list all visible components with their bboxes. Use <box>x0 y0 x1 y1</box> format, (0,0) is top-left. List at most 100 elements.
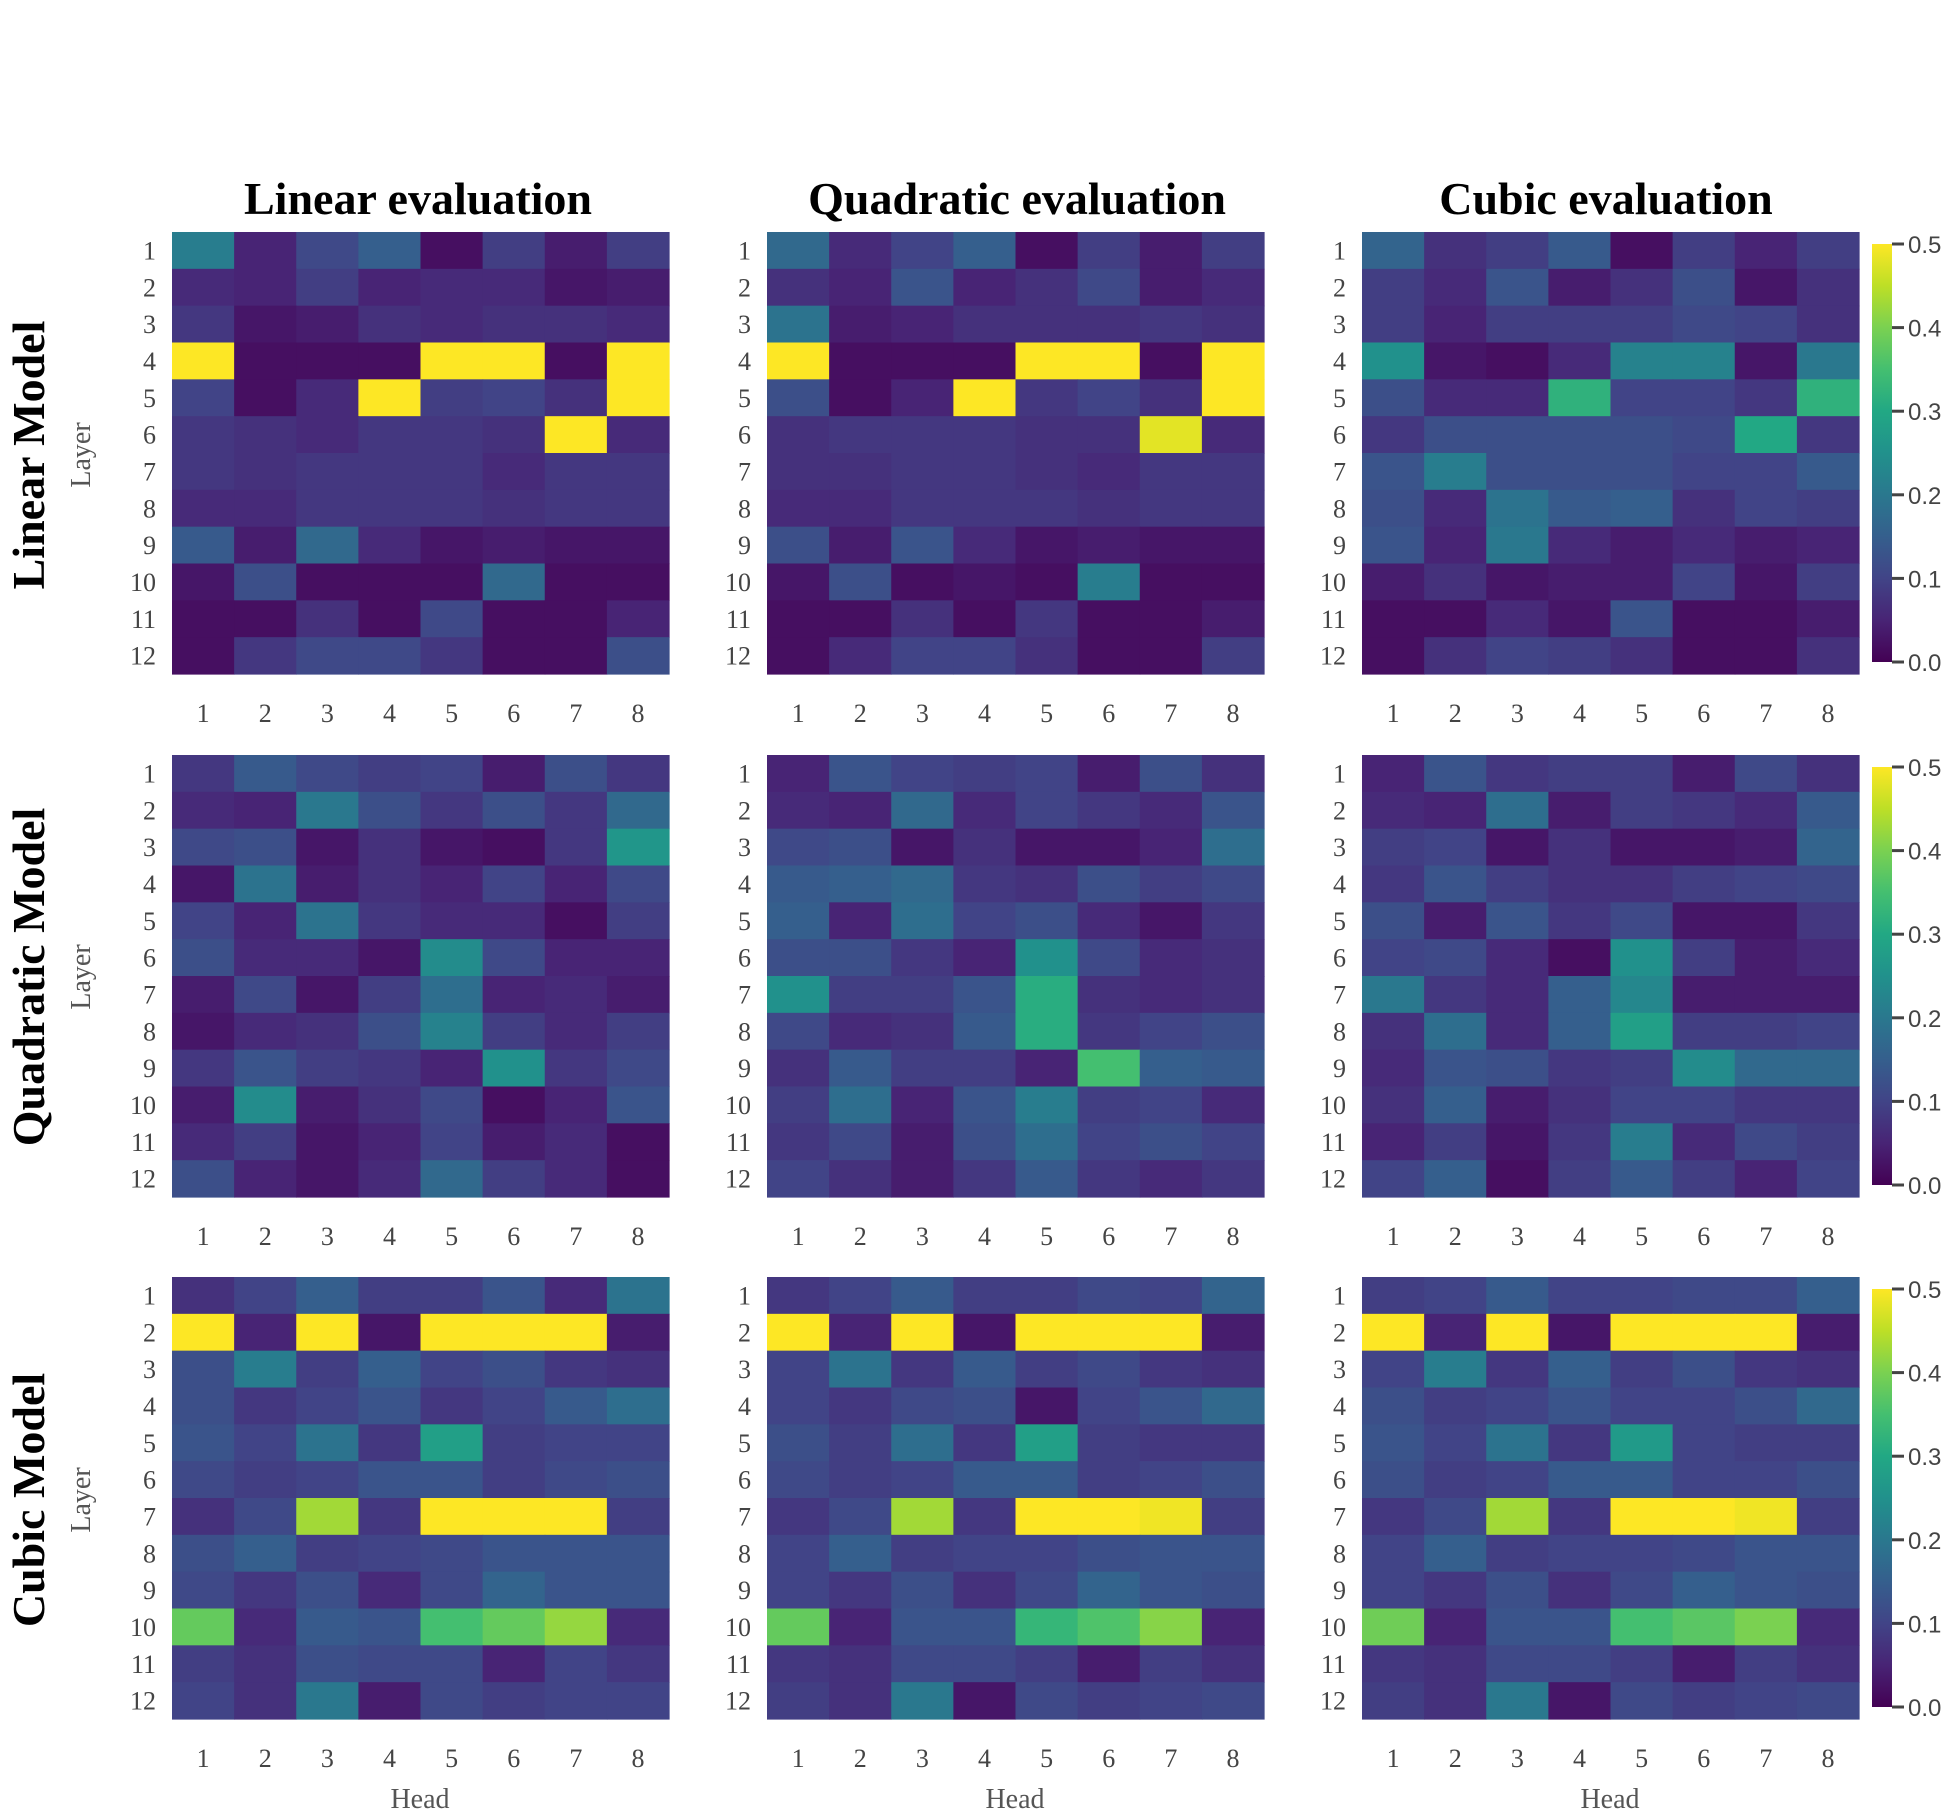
heatmap-cell <box>1734 1461 1798 1499</box>
heatmap-cell <box>767 1461 830 1499</box>
x-tick-label: 3 <box>916 699 929 728</box>
heatmap-cell <box>1015 1498 1079 1536</box>
heatmap-cell <box>358 563 422 601</box>
heatmap-cell <box>1139 232 1203 270</box>
heatmap-cell <box>1672 489 1736 528</box>
heatmap-cell <box>482 1424 546 1462</box>
heatmap-cell <box>1796 1571 1860 1610</box>
y-tick-label: 7 <box>143 980 156 1009</box>
heatmap-cell <box>1077 1350 1141 1389</box>
heatmap-cell <box>1015 1086 1079 1124</box>
y-tick-label: 8 <box>738 494 751 523</box>
heatmap-cell <box>1015 637 1079 675</box>
heatmap-cell <box>544 1424 608 1462</box>
heatmap-cell <box>234 637 297 675</box>
heatmap-cell <box>1015 939 1079 977</box>
heatmap-cell <box>606 489 670 528</box>
heatmap-cell <box>296 489 359 528</box>
heatmap-cell <box>606 755 670 793</box>
heatmap-cell <box>767 563 830 601</box>
heatmap-cell <box>1610 1123 1674 1161</box>
heatmap-cell <box>1486 865 1549 903</box>
heatmap-cell <box>1139 600 1203 638</box>
heatmap-cell <box>172 416 235 454</box>
heatmap-cell <box>1139 1086 1203 1124</box>
heatmap-cell <box>1734 453 1798 491</box>
heatmap-cell <box>482 791 546 830</box>
heatmap-cell <box>1672 1608 1736 1646</box>
heatmap-cell <box>1486 1571 1549 1610</box>
heatmap-cell <box>1424 755 1487 793</box>
heatmap-cell <box>1610 305 1674 344</box>
heatmap-cell <box>1201 1049 1265 1088</box>
y-tick-label: 6 <box>143 421 156 450</box>
heatmap-cell <box>1610 1608 1674 1646</box>
heatmap-cell <box>829 1608 892 1646</box>
heatmap-cell <box>1548 600 1612 638</box>
heatmap-cell <box>1362 600 1425 638</box>
heatmap-cell <box>1796 416 1860 454</box>
y-tick-label: 5 <box>738 384 751 413</box>
heatmap-cell <box>767 1387 830 1425</box>
x-tick-label: 6 <box>1102 1744 1115 1773</box>
heatmap-cell <box>544 342 608 380</box>
heatmap-cell <box>953 1313 1017 1352</box>
heatmap-cell <box>953 1682 1017 1720</box>
heatmap-cell <box>1077 563 1141 601</box>
heatmap-cell <box>1015 379 1079 417</box>
y-tick-label: 1 <box>738 1281 751 1310</box>
heatmap-cell <box>544 939 608 977</box>
heatmap-cell <box>1610 1682 1674 1720</box>
heatmap-cell <box>953 268 1017 307</box>
heatmap-cell <box>1734 1534 1798 1573</box>
heatmap-cell <box>1734 526 1798 565</box>
heatmap-cell <box>296 1123 359 1161</box>
heatmap-cell <box>1362 379 1425 417</box>
heatmap-cell <box>606 1123 670 1161</box>
heatmap-cell <box>1610 232 1674 270</box>
x-tick-label: 4 <box>383 699 396 728</box>
heatmap-cell <box>1734 976 1798 1014</box>
heatmap-cell <box>1139 1498 1203 1536</box>
heatmap-cell <box>1610 489 1674 528</box>
heatmap-cell <box>767 637 830 675</box>
y-tick-label: 5 <box>738 907 751 936</box>
heatmap-cell <box>1610 1461 1674 1499</box>
x-tick-label: 5 <box>1040 699 1053 728</box>
heatmap-cell <box>1424 1350 1487 1389</box>
heatmap-cell <box>296 453 359 491</box>
heatmap-cell <box>420 232 484 270</box>
heatmap-cell <box>1201 1160 1265 1198</box>
heatmap-cell <box>953 342 1017 380</box>
heatmap-cell <box>1139 1123 1203 1161</box>
heatmap-cell <box>1734 1424 1798 1462</box>
x-tick-label: 3 <box>321 699 334 728</box>
heatmap-cell <box>1424 902 1487 940</box>
colorbar-gradient <box>1872 767 1892 1185</box>
y-tick-label: 10 <box>725 1613 751 1642</box>
x-tick-label: 5 <box>1635 699 1648 728</box>
heatmap-cell <box>544 1571 608 1610</box>
heatmap-cell <box>420 1498 484 1536</box>
heatmap-cell <box>829 637 892 675</box>
heatmap-cell <box>1201 305 1265 344</box>
heatmap-cell <box>1796 563 1860 601</box>
heatmap-cell <box>1734 305 1798 344</box>
colorbar-tick-label: 0.2 <box>1908 483 1941 510</box>
heatmap-cell <box>1015 563 1079 601</box>
heatmap-cell <box>829 1645 892 1683</box>
heatmap-cell <box>891 1682 954 1720</box>
heatmap-cell <box>953 232 1017 270</box>
heatmap-cell <box>1362 1534 1425 1573</box>
heatmap-cell <box>1015 1461 1079 1499</box>
heatmap-cell <box>953 791 1017 830</box>
heatmap-cell <box>1424 1049 1487 1088</box>
heatmap-cell <box>1077 828 1141 867</box>
y-tick-label: 1 <box>1333 759 1346 788</box>
colorbar-tick-label: 0.2 <box>1908 1006 1941 1033</box>
heatmap-cell <box>1672 902 1736 940</box>
heatmap-cell <box>358 1277 422 1315</box>
y-tick-label: 3 <box>1333 310 1346 339</box>
heatmap-cell <box>1672 1049 1736 1088</box>
y-tick-label: 7 <box>1333 1502 1346 1531</box>
